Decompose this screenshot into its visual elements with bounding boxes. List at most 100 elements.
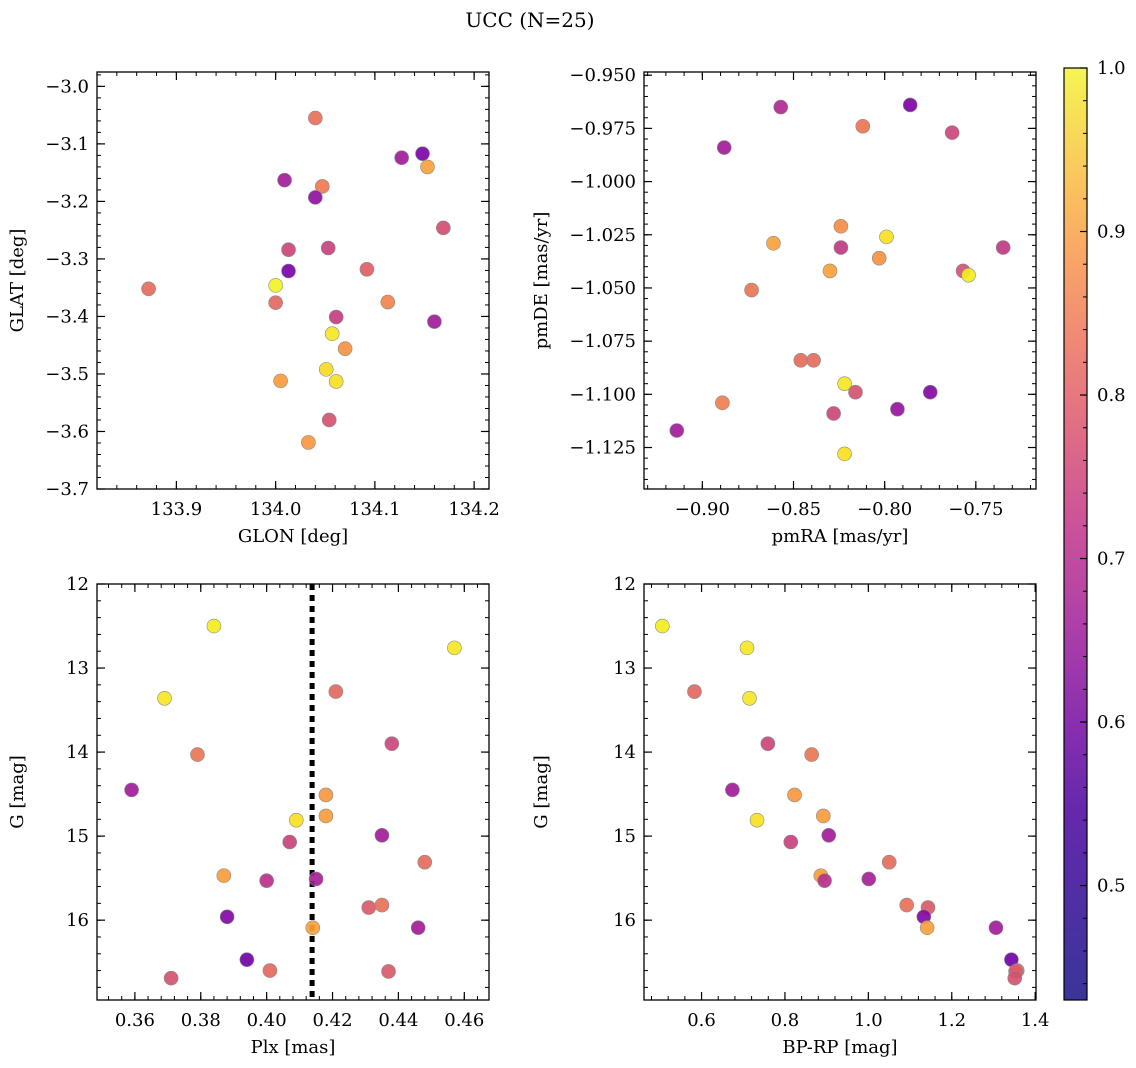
scatter-panels: 133.9 134.0 134.1 134.2 −3.0 −3.1 −3.2 −3.3 −3.4… bbox=[7, 65, 1049, 1058]
scatter-point bbox=[793, 352, 809, 368]
x-tick-label: 0.8 bbox=[771, 1010, 800, 1031]
scatter-point bbox=[318, 808, 334, 824]
x-axis-label: Plx [mas] bbox=[251, 1037, 336, 1058]
y-tick-label: −1.000 bbox=[569, 172, 636, 193]
y-tick-label: −3.0 bbox=[45, 76, 89, 97]
x-tick-label: 1.4 bbox=[1021, 1010, 1050, 1031]
scatter-point bbox=[822, 263, 838, 279]
colorbar: 0.5 0.6 0.7 0.8 0.9 1.0 bbox=[1063, 58, 1126, 1001]
y-tick-label: −1.050 bbox=[569, 278, 636, 299]
axes-frame bbox=[643, 583, 1037, 1001]
scatter-point bbox=[124, 782, 139, 798]
scatter-point bbox=[305, 920, 321, 936]
scatter-point bbox=[219, 909, 235, 925]
scatter-point bbox=[320, 240, 336, 256]
scatter-point bbox=[806, 352, 821, 368]
x-axis-label: pmRA [mas/yr] bbox=[772, 526, 909, 547]
scatter-point bbox=[281, 242, 296, 258]
y-axis-label: G [mag] bbox=[531, 755, 552, 828]
scatter-point bbox=[262, 963, 278, 978]
panel-pmra-pmde: −0.90 −0.85 −0.80 −0.75 −0.950 −0.975 −1.000 −1… bbox=[531, 65, 1037, 547]
y-axis-label: pmDE [mas/yr] bbox=[531, 212, 552, 350]
scatter-point bbox=[787, 787, 802, 803]
scatter-point bbox=[163, 970, 179, 986]
axes-frame bbox=[96, 583, 490, 1001]
scatter-point bbox=[427, 314, 442, 329]
y-tick-label: −1.025 bbox=[569, 225, 636, 246]
scatter-point bbox=[744, 282, 759, 298]
scatter-point bbox=[766, 235, 781, 251]
y-axis-label: GLAT [deg] bbox=[7, 229, 28, 333]
x-tick-label: 0.42 bbox=[312, 1010, 352, 1031]
scatter-point bbox=[374, 827, 390, 843]
scatter-point bbox=[190, 747, 205, 762]
y-tick-label: −0.975 bbox=[569, 118, 636, 139]
scatter-point bbox=[321, 412, 337, 428]
scatter-point bbox=[833, 218, 849, 234]
x-tick-label: 0.44 bbox=[378, 1010, 418, 1031]
colorbar-gradient bbox=[1063, 67, 1088, 1001]
x-axis-label: GLON [deg] bbox=[238, 526, 348, 547]
scatter-point bbox=[816, 808, 831, 824]
scatter-point bbox=[760, 736, 776, 751]
x-tick-label: −0.90 bbox=[675, 499, 730, 520]
colorbar-tick-label: 0.8 bbox=[1097, 385, 1126, 406]
scatter-point bbox=[417, 854, 433, 870]
x-axis-label: BP-RP [mag] bbox=[782, 1037, 897, 1058]
scatter-point bbox=[324, 326, 340, 342]
scatter-point bbox=[837, 446, 852, 462]
x-tick-label: −0.80 bbox=[857, 499, 912, 520]
scatter-point bbox=[380, 294, 396, 310]
scatter-point bbox=[742, 690, 757, 706]
scatter-point bbox=[318, 787, 334, 803]
scatter-point bbox=[328, 684, 344, 699]
scatter-point bbox=[804, 747, 819, 762]
x-tick-label: −0.85 bbox=[766, 499, 821, 520]
y-tick-label: −1.100 bbox=[569, 384, 636, 405]
scatter-point bbox=[394, 150, 409, 166]
scatter-point bbox=[687, 684, 702, 699]
y-tick-label: 16 bbox=[66, 910, 89, 931]
scatter-point bbox=[922, 384, 938, 400]
scatter-point bbox=[773, 99, 789, 115]
scatter-point bbox=[833, 240, 849, 255]
y-tick-label: −3.6 bbox=[45, 421, 89, 442]
scatter-point bbox=[301, 435, 316, 450]
scatter-point bbox=[871, 250, 887, 266]
scatter-point bbox=[855, 118, 871, 134]
scatter-point bbox=[890, 401, 905, 417]
scatter-point bbox=[415, 146, 430, 161]
scatter-point bbox=[995, 240, 1011, 255]
panel-bprp-g: 0.6 0.8 1.0 1.2 1.4 12 13 14 15 16 BP-RP [mag] G [m… bbox=[531, 574, 1049, 1058]
x-tick-label: 0.40 bbox=[247, 1010, 287, 1031]
scatter-point bbox=[447, 640, 462, 656]
x-tick-label: −0.75 bbox=[948, 499, 1003, 520]
scatter-point bbox=[239, 952, 255, 967]
colorbar-tick-label: 1.0 bbox=[1097, 58, 1126, 79]
scatter-point bbox=[848, 384, 863, 400]
x-tick-label: 0.6 bbox=[687, 1010, 716, 1031]
scatter-point bbox=[308, 871, 324, 887]
scatter-point bbox=[783, 834, 799, 850]
y-tick-label: 14 bbox=[66, 742, 89, 763]
scatter-point bbox=[988, 920, 1004, 936]
scatter-point bbox=[861, 871, 877, 887]
x-tick-label: 1.0 bbox=[854, 1010, 883, 1031]
scatter-point bbox=[899, 897, 915, 913]
y-tick-label: −3.4 bbox=[45, 306, 89, 327]
colorbar-tick-label: 0.5 bbox=[1097, 876, 1126, 897]
scatter-point bbox=[281, 263, 296, 279]
scatter-point bbox=[268, 278, 283, 293]
y-tick-label: 13 bbox=[613, 658, 636, 679]
y-tick-label: −3.5 bbox=[45, 364, 89, 385]
x-tick-label: 133.9 bbox=[151, 499, 203, 520]
y-tick-label: 13 bbox=[66, 658, 89, 679]
y-axis-label: G [mag] bbox=[7, 755, 28, 828]
y-tick-label: −3.7 bbox=[45, 479, 89, 500]
x-tick-label: 134.1 bbox=[349, 499, 401, 520]
y-tick-label: 16 bbox=[613, 910, 636, 931]
y-tick-label: 12 bbox=[66, 574, 89, 595]
scatter-point bbox=[328, 374, 344, 389]
colorbar-tick-label: 0.7 bbox=[1097, 549, 1126, 570]
scatter-point bbox=[817, 873, 832, 888]
